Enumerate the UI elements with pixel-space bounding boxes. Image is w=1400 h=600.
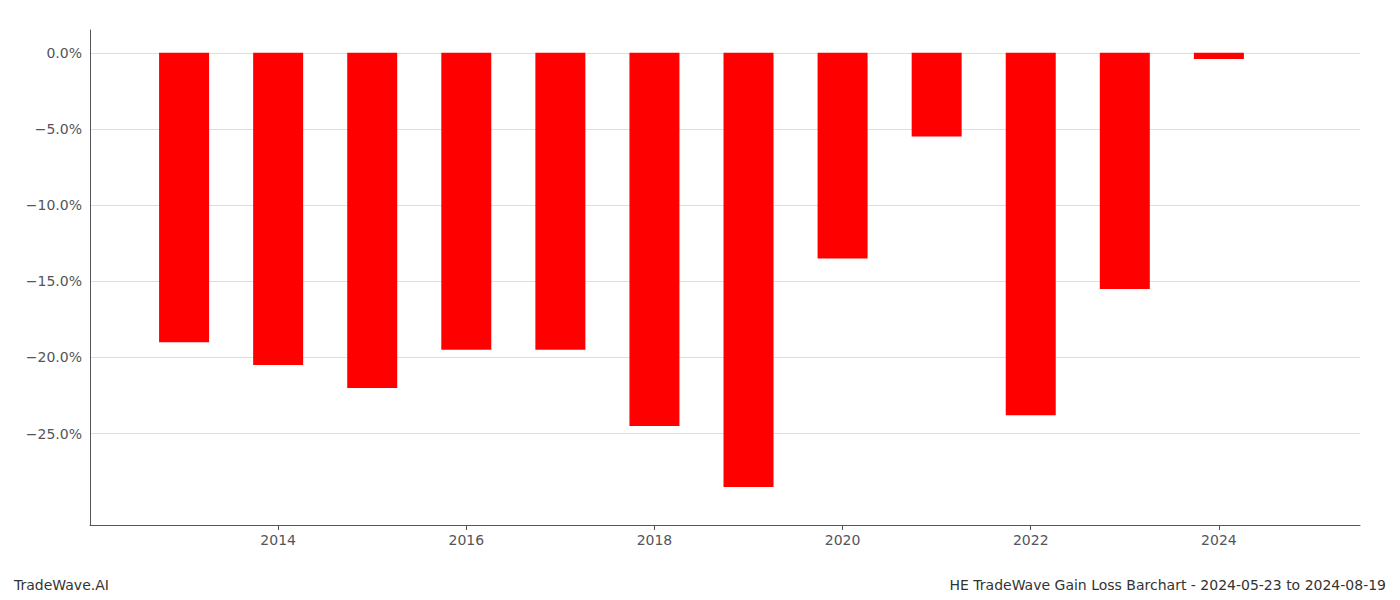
svg-text:−20.0%: −20.0% <box>26 349 82 365</box>
svg-text:−25.0%: −25.0% <box>26 426 82 442</box>
svg-text:0.0%: 0.0% <box>46 45 82 61</box>
svg-text:HE TradeWave Gain Loss Barchar: HE TradeWave Gain Loss Barchart - 2024-0… <box>950 577 1386 593</box>
svg-text:TradeWave.AI: TradeWave.AI <box>13 577 109 593</box>
svg-text:2022: 2022 <box>1013 532 1049 548</box>
svg-text:2018: 2018 <box>637 532 673 548</box>
svg-text:2016: 2016 <box>448 532 484 548</box>
svg-text:2024: 2024 <box>1201 532 1237 548</box>
svg-text:−10.0%: −10.0% <box>26 197 82 213</box>
svg-text:2020: 2020 <box>825 532 861 548</box>
svg-text:−15.0%: −15.0% <box>26 273 82 289</box>
svg-text:2014: 2014 <box>260 532 296 548</box>
svg-text:−5.0%: −5.0% <box>35 121 82 137</box>
